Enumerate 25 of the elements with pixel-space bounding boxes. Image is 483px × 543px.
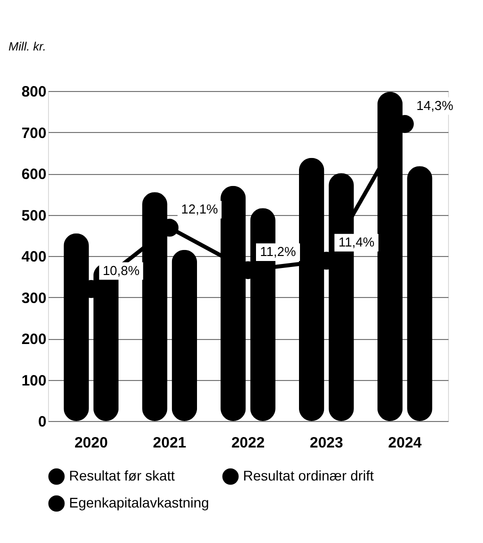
x-tick-label: 2021 — [152, 434, 186, 452]
bar — [407, 166, 432, 421]
y-tick-label: 100 — [21, 372, 46, 390]
bar — [172, 250, 198, 421]
legend-label: Egenkapitalavkastning — [69, 494, 210, 510]
y-tick-label: 0 — [38, 414, 46, 430]
y-tick-label: 800 — [21, 84, 46, 100]
legend-label: Resultat før skatt — [69, 468, 175, 484]
x-tick-label: 2022 — [231, 434, 265, 452]
x-tick-label: 2020 — [74, 434, 108, 452]
x-tick-label: 2023 — [310, 434, 344, 452]
data-label: 11,4% — [338, 234, 375, 250]
y-tick-label: 600 — [21, 166, 46, 183]
y-tick-label: 400 — [21, 248, 46, 266]
y-tick-label: 300 — [21, 290, 46, 307]
y-tick-label: 700 — [21, 124, 46, 142]
y-axis-title: Mill. kr. — [8, 40, 46, 54]
data-label: 11,2% — [260, 244, 296, 260]
legend-label: Resultat ordinær drift — [243, 468, 374, 484]
data-label: 12,1% — [181, 202, 218, 217]
data-label: 10,8% — [102, 263, 140, 278]
y-tick-label: 500 — [21, 207, 46, 224]
data-label: 14,3% — [416, 98, 454, 113]
x-tick-label: 2024 — [388, 434, 422, 452]
y-tick-label: 200 — [21, 331, 46, 348]
